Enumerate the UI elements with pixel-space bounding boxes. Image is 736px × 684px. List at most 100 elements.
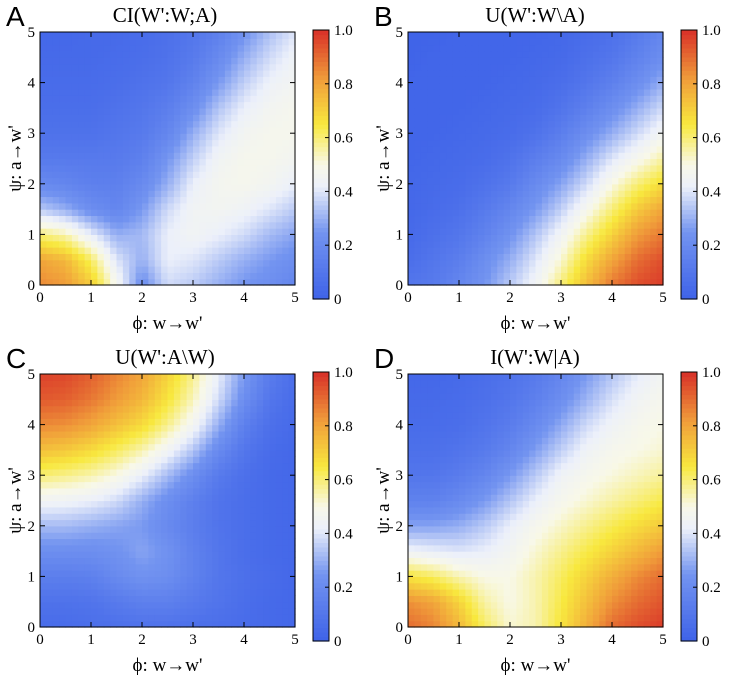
heatmap-cell bbox=[40, 278, 47, 286]
heatmap-cell bbox=[84, 32, 92, 39]
heatmap-cell bbox=[59, 69, 67, 77]
heatmap-cell bbox=[269, 418, 277, 426]
heatmap-cell bbox=[40, 57, 47, 65]
heatmap-cell bbox=[103, 209, 111, 217]
heatmap-cell bbox=[263, 481, 271, 489]
heatmap-cell bbox=[91, 494, 98, 502]
heatmap-cell bbox=[263, 44, 271, 52]
heatmap-cell bbox=[103, 202, 111, 210]
heatmap-cell bbox=[193, 608, 200, 615]
heatmap-cell bbox=[408, 63, 415, 71]
heatmap-cell bbox=[580, 88, 588, 96]
heatmap-cell bbox=[46, 120, 54, 128]
heatmap-cell bbox=[446, 152, 454, 160]
heatmap-cell bbox=[231, 418, 239, 426]
heatmap-cell bbox=[656, 120, 664, 128]
heatmap-cell bbox=[269, 177, 277, 185]
heatmap-cell bbox=[180, 221, 188, 229]
heatmap-cell bbox=[116, 171, 124, 179]
heatmap-cell bbox=[490, 50, 498, 58]
heatmap-cell bbox=[212, 519, 220, 527]
heatmap-cell bbox=[135, 481, 143, 489]
heatmap-cell bbox=[592, 82, 600, 90]
heatmap-cell bbox=[110, 500, 118, 508]
heatmap-cell bbox=[142, 240, 149, 248]
heatmap-cell bbox=[52, 525, 60, 533]
colorbar-swatch bbox=[681, 38, 697, 45]
heatmap-cell bbox=[650, 69, 658, 77]
heatmap-cell bbox=[484, 190, 492, 198]
heatmap-cell bbox=[148, 430, 156, 438]
heatmap-cell bbox=[116, 487, 124, 495]
heatmap-cell bbox=[84, 487, 92, 495]
heatmap-cell bbox=[46, 44, 54, 52]
heatmap-cell bbox=[52, 411, 60, 419]
heatmap-cell bbox=[154, 145, 162, 153]
heatmap-cell bbox=[142, 234, 149, 242]
heatmap-cell bbox=[212, 76, 220, 84]
heatmap-cell bbox=[446, 50, 454, 58]
heatmap-cell bbox=[142, 38, 149, 46]
heatmap-cell bbox=[129, 411, 137, 419]
heatmap-cell bbox=[97, 557, 105, 565]
heatmap-cell bbox=[167, 57, 175, 65]
heatmap-cell bbox=[142, 544, 149, 552]
heatmap-cell bbox=[142, 500, 149, 508]
heatmap-cell bbox=[592, 266, 600, 273]
heatmap-cell bbox=[193, 95, 200, 103]
heatmap-cell bbox=[282, 240, 290, 248]
heatmap-cell bbox=[643, 190, 651, 198]
heatmap-cell bbox=[516, 158, 524, 166]
heatmap-cell bbox=[414, 139, 422, 147]
heatmap-cell bbox=[65, 209, 73, 217]
heatmap-cell bbox=[167, 247, 175, 254]
panel-b: B U(W':W\A) 0 1 2 3 4 5 0 1 2 3 4 5 ϕ: w→w' ψ: a→w' 0 0… bbox=[368, 0, 736, 342]
heatmap-cell bbox=[97, 443, 105, 451]
heatmap-cell bbox=[78, 247, 86, 254]
heatmap-cell bbox=[599, 266, 607, 273]
heatmap-cell bbox=[637, 63, 645, 71]
heatmap-cell bbox=[275, 399, 283, 407]
heatmap-cell bbox=[599, 234, 607, 242]
heatmap-cell bbox=[643, 95, 651, 103]
heatmap-cell bbox=[161, 50, 169, 58]
heatmap-cell bbox=[256, 449, 264, 457]
heatmap-cell bbox=[205, 101, 213, 109]
heatmap-cell bbox=[256, 475, 264, 483]
heatmap-cell bbox=[516, 145, 524, 153]
heatmap-cell bbox=[148, 418, 156, 426]
colorbar-swatch bbox=[313, 164, 329, 170]
heatmap-cell bbox=[522, 171, 530, 179]
heatmap-cell bbox=[282, 107, 290, 115]
heatmap-cell bbox=[244, 266, 251, 273]
heatmap-cell bbox=[446, 247, 454, 254]
heatmap-cell bbox=[580, 76, 588, 84]
heatmap-cell bbox=[97, 551, 105, 559]
heatmap-cell bbox=[541, 209, 549, 217]
heatmap-cell bbox=[288, 95, 296, 103]
heatmap-cell bbox=[433, 190, 441, 198]
heatmap-cell bbox=[186, 392, 194, 400]
heatmap-cell bbox=[631, 202, 639, 210]
heatmap-cell bbox=[186, 139, 194, 147]
heatmap-cell bbox=[154, 576, 162, 584]
heatmap-cell bbox=[263, 532, 271, 540]
heatmap-cell bbox=[288, 449, 296, 457]
heatmap-cell bbox=[116, 386, 124, 394]
heatmap-cell bbox=[78, 481, 86, 489]
heatmap-cell bbox=[135, 437, 143, 445]
heatmap-cell bbox=[71, 475, 79, 483]
heatmap-cell bbox=[288, 411, 296, 419]
heatmap-cell bbox=[256, 126, 264, 134]
heatmap-cell bbox=[148, 32, 156, 39]
heatmap-cell bbox=[554, 215, 562, 223]
heatmap-cell bbox=[161, 152, 169, 160]
heatmap-cell bbox=[573, 114, 581, 122]
heatmap-cell bbox=[135, 405, 143, 413]
heatmap-cell bbox=[110, 177, 118, 185]
colorbar-swatch bbox=[681, 34, 697, 40]
heatmap-cell bbox=[269, 481, 277, 489]
heatmap-cell bbox=[186, 152, 194, 160]
heatmap-cell bbox=[161, 443, 169, 451]
heatmap-cell bbox=[199, 266, 207, 273]
